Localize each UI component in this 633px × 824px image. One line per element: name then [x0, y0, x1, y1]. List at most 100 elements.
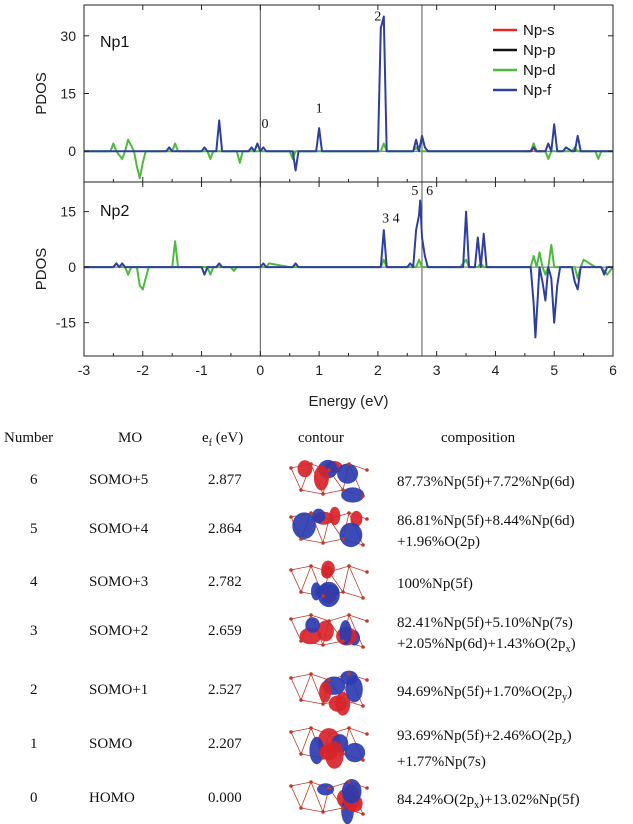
bond-line [301, 782, 311, 808]
atom-dot [365, 619, 369, 623]
atom-dot [321, 541, 325, 545]
y-tick-label: -15 [56, 315, 76, 331]
bond-line [301, 566, 311, 592]
bond-line [291, 674, 311, 678]
cell-mo: SOMO+3 [89, 574, 148, 591]
atom-dot [365, 517, 369, 521]
bond-line [343, 566, 349, 592]
atom-dot [327, 786, 331, 790]
x-tick-label: -1 [195, 362, 208, 378]
atom-dot [347, 564, 351, 568]
x-tick-label: 2 [374, 362, 382, 378]
atom-dot [299, 698, 303, 702]
orbital-lobe [329, 696, 347, 712]
x-tick-label: 3 [433, 362, 441, 378]
cell-ef: 0.000 [208, 790, 242, 807]
cell-ef: 2.207 [208, 736, 242, 753]
atom-dot [347, 613, 351, 617]
atom-dot [365, 732, 369, 736]
plot-frame [84, 182, 613, 356]
bond-line [291, 782, 311, 786]
x-tick-label: 1 [315, 362, 323, 378]
atom-dot [299, 806, 303, 810]
atom-dot [361, 543, 365, 547]
composition-line: 100%Np(5f) [397, 574, 473, 595]
atom-dot [309, 613, 313, 617]
peak-annotation: 2 [374, 9, 381, 24]
atom-dot [289, 568, 293, 572]
atom-dot [299, 639, 303, 643]
cell-mo: SOMO+5 [89, 472, 148, 489]
cell-number: 6 [30, 472, 38, 489]
orbital-contour-icon [283, 505, 373, 555]
header-ef: ef (eV) [202, 430, 243, 449]
atom-dot [299, 752, 303, 756]
x-tick-label: 4 [492, 362, 500, 378]
atom-dot [289, 730, 293, 734]
atom-dot [289, 784, 293, 788]
x-tick-label: -2 [137, 362, 150, 378]
bond-line [329, 615, 349, 621]
atom-dot [341, 488, 345, 492]
bond-line [343, 592, 363, 598]
series-np-d [84, 140, 613, 179]
orbital-lobe [329, 507, 340, 525]
legend-label: Np-f [523, 82, 552, 99]
orbital-lobe [340, 523, 363, 547]
atom-dot [289, 676, 293, 680]
atom-dot [321, 810, 325, 814]
orbital-lobe [325, 741, 343, 769]
orbital-lobe [317, 783, 334, 795]
composition-text: 100%Np(5f) [397, 576, 473, 592]
x-tick-label: 5 [550, 362, 558, 378]
atom-dot [347, 511, 351, 515]
cell-mo: SOMO [89, 736, 132, 753]
atom-dot [321, 643, 325, 647]
atom-dot [361, 645, 365, 649]
atom-dot [299, 590, 303, 594]
y-axis-label: PDOS [33, 72, 50, 115]
atom-dot [309, 511, 313, 515]
orbital-lobe [318, 582, 340, 607]
cell-composition: 84.24%O(2px)+13.02%Np(5f) [397, 790, 580, 816]
atom-dot [309, 564, 313, 568]
bond-line [349, 728, 367, 734]
atom-dot [361, 758, 365, 762]
orbital-contour-icon [283, 607, 373, 657]
header-number: Number [4, 430, 53, 447]
atom-dot [309, 780, 313, 784]
orbital-lobe [312, 509, 325, 524]
orbital-lobe [346, 676, 363, 702]
cell-mo: HOMO [89, 790, 135, 807]
bond-line [301, 539, 323, 543]
atom-dot [309, 672, 313, 676]
cell-mo: SOMO+2 [89, 623, 148, 640]
atom-dot [341, 537, 345, 541]
atom-dot [365, 570, 369, 574]
y-tick-label: 15 [60, 204, 76, 220]
legend-label: Np-s [523, 22, 555, 39]
panel-label: Np2 [100, 203, 129, 220]
peak-annotation: 0 [262, 117, 269, 132]
legend-label: Np-p [523, 42, 556, 59]
atom-dot [327, 732, 331, 736]
orbital-contour-icon [283, 456, 373, 506]
composition-line: +2.05%Np(6d)+1.43%O(2px) [397, 634, 576, 660]
header-contour: contour [298, 430, 344, 447]
peak-annotation: 6 [426, 184, 433, 199]
composition-line: +1.77%Np(7s) [397, 752, 572, 773]
cell-composition: 100%Np(5f) [397, 574, 473, 595]
x-tick-label: -3 [78, 362, 91, 378]
composition-text: 94.69%Np(5f)+1.70%O(2p [397, 684, 562, 700]
atom-dot [365, 678, 369, 682]
bond-line [291, 566, 311, 570]
header-mo: MO [118, 430, 142, 447]
composition-line: +1.96%O(2p) [397, 532, 575, 553]
atom-dot [321, 702, 325, 706]
atom-dot [361, 596, 365, 600]
composition-text: ) [571, 636, 576, 652]
bond-line [291, 786, 301, 808]
atom-dot [299, 537, 303, 541]
orbital-contour-icon [283, 666, 373, 716]
cell-number: 1 [30, 736, 38, 753]
